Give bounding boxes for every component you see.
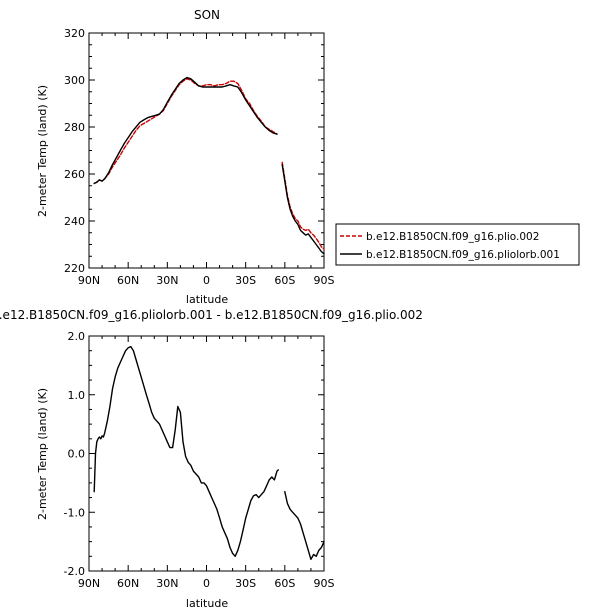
xtick-label: 90S [314,274,335,287]
ytick-label: 220 [64,262,85,275]
xtick-label: 0 [203,577,210,590]
legend-label-pliolorb: b.e12.B1850CN.f09_g16.pliolorb.001 [366,249,560,261]
chart-bottom-series [93,345,325,560]
chart-top-xlabel: latitude [186,293,228,306]
series-line-1-segment-1 [281,163,325,255]
chart-top-frame [88,32,325,269]
xtick-label: 90S [314,577,335,590]
chart-bottom-ylabel: 2-meter Temp (land) (K) [36,388,49,520]
legend-label-plio: b.e12.B1850CN.f09_g16.plio.002 [366,231,539,243]
xtick-label: 90N [78,577,100,590]
chart-top: SON 90N 60N 30N 0 30S 60S 90S 220 240 260 280 300 32… [36,8,335,306]
ytick-label: 260 [64,168,85,181]
chart-top-ticks: 90N 60N 30N 0 30S 60S 90S 220 240 260 280 300 320 [64,27,335,287]
chart-bottom-xlabel: latitude [186,597,228,610]
series-line-0-segment-0 [93,345,279,557]
xtick-label: 60N [117,274,139,287]
series-line-1-segment-0 [93,76,278,185]
chart-bottom-frame [88,335,325,572]
chart-bottom-title: b.e12.B1850CN.f09_g16.pliolorb.001 - b.e… [0,308,423,322]
ytick-label: -2.0 [64,565,85,578]
ytick-label: 320 [64,27,85,40]
ytick-label: 2.0 [68,330,86,343]
xtick-label: 30N [156,274,178,287]
ytick-label: 1.0 [68,389,86,402]
series-line-0-segment-1 [284,491,325,560]
chart-top-ylabel: 2-meter Temp (land) (K) [36,85,49,217]
xtick-label: 60S [274,577,295,590]
xtick-label: 30S [235,274,256,287]
ytick-label: 0.0 [68,448,86,461]
legend: b.e12.B1850CN.f09_g16.plio.002 b.e12.B18… [335,223,580,266]
ytick-label: 300 [64,74,85,87]
xtick-label: 90N [78,274,100,287]
chart-bottom: b.e12.B1850CN.f09_g16.pliolorb.001 - b.e… [0,308,423,610]
xtick-label: 0 [203,274,210,287]
chart-top-series [93,76,325,255]
xtick-label: 30S [235,577,256,590]
ytick-label: 240 [64,215,85,228]
series-line-0-segment-1 [281,161,325,250]
chart-bottom-ticks: 90N 60N 30N 0 30S 60S 90S -2.0 -1.0 0.0 1.0 2.0 [64,330,335,590]
xtick-label: 60N [117,577,139,590]
legend-box [335,223,580,266]
xtick-label: 60S [274,274,295,287]
series-line-0-segment-0 [93,78,278,185]
ytick-label: -1.0 [64,506,85,519]
xtick-label: 30N [156,577,178,590]
chart-top-title: SON [194,8,220,22]
ytick-label: 280 [64,121,85,134]
